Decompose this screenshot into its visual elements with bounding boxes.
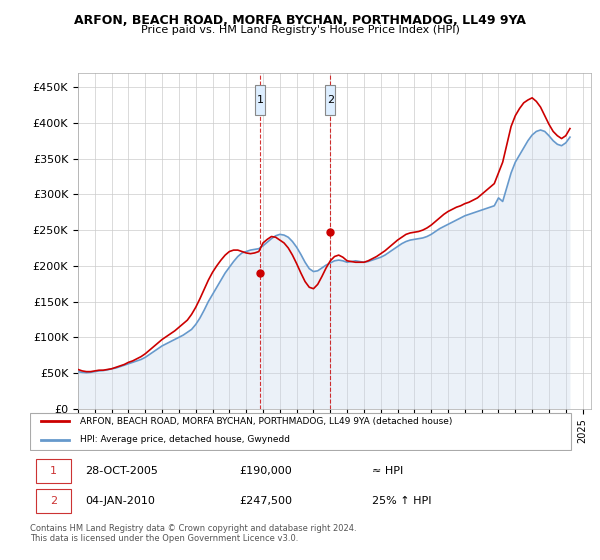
- Text: ≈ HPI: ≈ HPI: [372, 466, 403, 476]
- Text: ARFON, BEACH ROAD, MORFA BYCHAN, PORTHMADOG, LL49 9YA: ARFON, BEACH ROAD, MORFA BYCHAN, PORTHMA…: [74, 14, 526, 27]
- Text: ARFON, BEACH ROAD, MORFA BYCHAN, PORTHMADOG, LL49 9YA (detached house): ARFON, BEACH ROAD, MORFA BYCHAN, PORTHMA…: [80, 417, 452, 426]
- FancyBboxPatch shape: [30, 413, 571, 450]
- Text: £190,000: £190,000: [240, 466, 293, 476]
- Text: 1: 1: [257, 95, 263, 105]
- Text: 2: 2: [50, 496, 57, 506]
- Text: 2: 2: [327, 95, 334, 105]
- Text: 04-JAN-2010: 04-JAN-2010: [85, 496, 155, 506]
- Text: 1: 1: [50, 466, 57, 476]
- Text: 25% ↑ HPI: 25% ↑ HPI: [372, 496, 432, 506]
- Text: £247,500: £247,500: [240, 496, 293, 506]
- FancyBboxPatch shape: [255, 85, 265, 115]
- Text: Price paid vs. HM Land Registry's House Price Index (HPI): Price paid vs. HM Land Registry's House …: [140, 25, 460, 35]
- FancyBboxPatch shape: [325, 85, 335, 115]
- FancyBboxPatch shape: [35, 459, 71, 483]
- Text: 28-OCT-2005: 28-OCT-2005: [85, 466, 158, 476]
- Text: HPI: Average price, detached house, Gwynedd: HPI: Average price, detached house, Gwyn…: [80, 435, 290, 444]
- FancyBboxPatch shape: [35, 489, 71, 514]
- Text: Contains HM Land Registry data © Crown copyright and database right 2024.
This d: Contains HM Land Registry data © Crown c…: [30, 524, 356, 543]
